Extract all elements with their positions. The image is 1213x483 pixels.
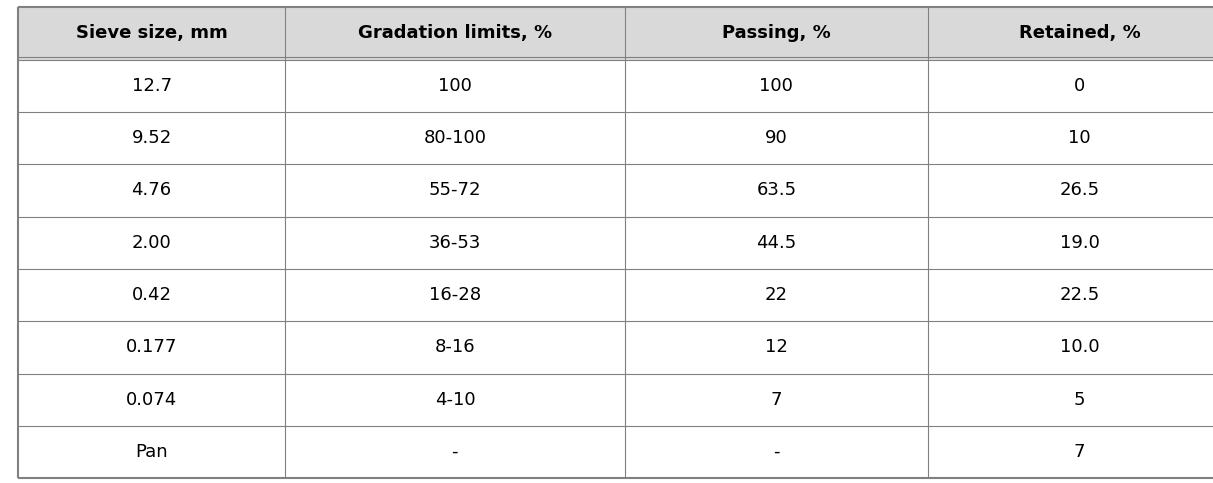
Text: 36-53: 36-53 (428, 234, 482, 252)
Text: 22: 22 (765, 286, 787, 304)
Text: 55-72: 55-72 (428, 182, 482, 199)
Bar (625, 7, 928, 59)
Bar (625, 164, 928, 216)
Bar (18, 426, 285, 478)
Text: 10: 10 (1069, 129, 1090, 147)
Bar (928, 373, 1213, 426)
Bar (285, 59, 625, 112)
Text: Passing, %: Passing, % (722, 25, 831, 43)
Text: 90: 90 (765, 129, 787, 147)
Text: 10.0: 10.0 (1060, 339, 1099, 356)
Text: 12.7: 12.7 (131, 77, 172, 95)
Text: 63.5: 63.5 (756, 182, 797, 199)
Text: 4.76: 4.76 (131, 182, 172, 199)
Bar (928, 216, 1213, 269)
Bar (625, 112, 928, 164)
Text: 7: 7 (770, 391, 782, 409)
Bar (18, 269, 285, 321)
Text: 5: 5 (1074, 391, 1086, 409)
Text: 9.52: 9.52 (131, 129, 172, 147)
Bar (285, 112, 625, 164)
Bar (285, 426, 625, 478)
Text: Sieve size, mm: Sieve size, mm (75, 25, 228, 43)
Text: 26.5: 26.5 (1059, 182, 1100, 199)
Bar (625, 216, 928, 269)
Bar (285, 7, 625, 59)
Text: 80-100: 80-100 (423, 129, 486, 147)
Text: Pan: Pan (136, 443, 167, 461)
Bar (928, 112, 1213, 164)
Text: Gradation limits, %: Gradation limits, % (358, 25, 552, 43)
Bar (18, 112, 285, 164)
Bar (18, 7, 285, 59)
Bar (18, 59, 285, 112)
Text: 22.5: 22.5 (1059, 286, 1100, 304)
Bar (625, 373, 928, 426)
Text: 100: 100 (438, 77, 472, 95)
Bar (928, 164, 1213, 216)
Text: 4-10: 4-10 (434, 391, 475, 409)
Text: 100: 100 (759, 77, 793, 95)
Bar (18, 164, 285, 216)
Text: 8-16: 8-16 (434, 339, 475, 356)
Bar (18, 216, 285, 269)
Text: -: - (451, 443, 459, 461)
Text: 12: 12 (765, 339, 787, 356)
Bar (928, 426, 1213, 478)
Bar (18, 373, 285, 426)
Text: 0.074: 0.074 (126, 391, 177, 409)
Bar (625, 426, 928, 478)
Bar (625, 59, 928, 112)
Bar (625, 269, 928, 321)
Text: 0.177: 0.177 (126, 339, 177, 356)
Text: 7: 7 (1074, 443, 1086, 461)
Bar (285, 164, 625, 216)
Text: 2.00: 2.00 (132, 234, 171, 252)
Bar (18, 321, 285, 373)
Bar (285, 373, 625, 426)
Bar (625, 321, 928, 373)
Bar (928, 59, 1213, 112)
Bar (928, 7, 1213, 59)
Bar (285, 269, 625, 321)
Text: Retained, %: Retained, % (1019, 25, 1140, 43)
Text: 19.0: 19.0 (1060, 234, 1099, 252)
Bar (928, 321, 1213, 373)
Text: 16-28: 16-28 (429, 286, 480, 304)
Text: 44.5: 44.5 (756, 234, 797, 252)
Text: 0: 0 (1074, 77, 1086, 95)
Bar (928, 269, 1213, 321)
Text: -: - (773, 443, 780, 461)
Bar (285, 216, 625, 269)
Bar (285, 321, 625, 373)
Text: 0.42: 0.42 (132, 286, 171, 304)
